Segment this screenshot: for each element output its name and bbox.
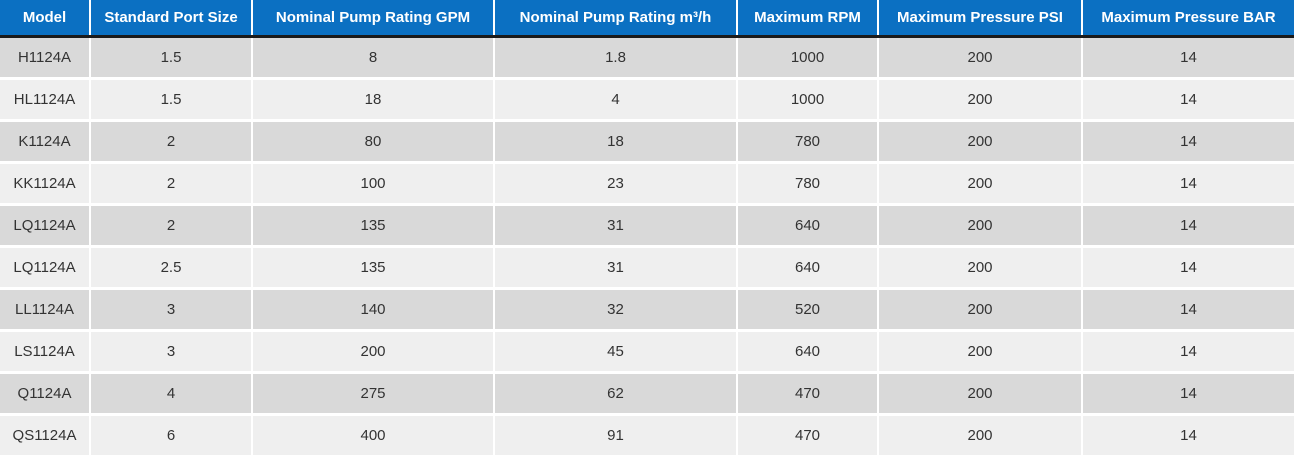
cell-standard-port-size: 3 — [90, 330, 253, 374]
cell-maximum-rpm: 780 — [737, 120, 879, 164]
cell-nominal-pump-rating-gpm: 400 — [252, 414, 495, 455]
column-header-maximum-rpm: Maximum RPM — [737, 0, 879, 38]
cell-maximum-pressure-psi: 200 — [878, 204, 1083, 248]
cell-nominal-pump-rating-m-h: 23 — [494, 162, 738, 206]
cell-model: Q1124A — [0, 372, 91, 416]
column-header-maximum-pressure-bar: Maximum Pressure BAR — [1082, 0, 1294, 38]
cell-maximum-rpm: 640 — [737, 246, 879, 290]
cell-maximum-pressure-psi: 200 — [878, 162, 1083, 206]
cell-maximum-pressure-bar: 14 — [1082, 372, 1294, 416]
cell-model: LS1124A — [0, 330, 91, 374]
cell-nominal-pump-rating-m-h: 1.8 — [494, 36, 738, 80]
cell-maximum-pressure-psi: 200 — [878, 330, 1083, 374]
cell-model: KK1124A — [0, 162, 91, 206]
table-row: KK1124A 2 100 23 780 200 14 — [0, 162, 1294, 206]
cell-nominal-pump-rating-m-h: 62 — [494, 372, 738, 416]
cell-nominal-pump-rating-gpm: 140 — [252, 288, 495, 332]
table-row: LS1124A 3 200 45 640 200 14 — [0, 330, 1294, 374]
cell-model: LL1124A — [0, 288, 91, 332]
cell-model: LQ1124A — [0, 246, 91, 290]
cell-maximum-rpm: 640 — [737, 204, 879, 248]
cell-standard-port-size: 2 — [90, 162, 253, 206]
cell-model: HL1124A — [0, 78, 91, 122]
cell-standard-port-size: 3 — [90, 288, 253, 332]
table-row: K1124A 2 80 18 780 200 14 — [0, 120, 1294, 164]
cell-maximum-pressure-bar: 14 — [1082, 246, 1294, 290]
cell-model: QS1124A — [0, 414, 91, 455]
cell-standard-port-size: 6 — [90, 414, 253, 455]
cell-nominal-pump-rating-gpm: 200 — [252, 330, 495, 374]
cell-maximum-pressure-psi: 200 — [878, 36, 1083, 80]
cell-nominal-pump-rating-m-h: 32 — [494, 288, 738, 332]
cell-maximum-rpm: 470 — [737, 414, 879, 455]
cell-model: H1124A — [0, 36, 91, 80]
cell-nominal-pump-rating-gpm: 18 — [252, 78, 495, 122]
cell-maximum-pressure-psi: 200 — [878, 78, 1083, 122]
table-row: LL1124A 3 140 32 520 200 14 — [0, 288, 1294, 332]
table-row: H1124A 1.5 8 1.8 1000 200 14 — [0, 36, 1294, 80]
cell-model: K1124A — [0, 120, 91, 164]
cell-nominal-pump-rating-gpm: 80 — [252, 120, 495, 164]
cell-nominal-pump-rating-gpm: 275 — [252, 372, 495, 416]
cell-nominal-pump-rating-m-h: 31 — [494, 246, 738, 290]
cell-maximum-pressure-bar: 14 — [1082, 162, 1294, 206]
cell-nominal-pump-rating-m-h: 4 — [494, 78, 738, 122]
cell-maximum-rpm: 780 — [737, 162, 879, 206]
cell-standard-port-size: 1.5 — [90, 78, 253, 122]
cell-nominal-pump-rating-m-h: 91 — [494, 414, 738, 455]
column-header-model: Model — [0, 0, 91, 38]
cell-maximum-pressure-bar: 14 — [1082, 120, 1294, 164]
cell-maximum-pressure-bar: 14 — [1082, 288, 1294, 332]
cell-maximum-rpm: 470 — [737, 372, 879, 416]
cell-maximum-pressure-bar: 14 — [1082, 204, 1294, 248]
cell-nominal-pump-rating-m-h: 18 — [494, 120, 738, 164]
table-row: LQ1124A 2.5 135 31 640 200 14 — [0, 246, 1294, 290]
column-header-nominal-pump-rating-m-h: Nominal Pump Rating m³/h — [494, 0, 738, 38]
cell-standard-port-size: 4 — [90, 372, 253, 416]
table-header: Model Standard Port Size Nominal Pump Rati… — [0, 0, 1294, 38]
table-body: H1124A 1.5 8 1.8 1000 200 14 HL1124A 1.5 18 4 1000 2… — [0, 36, 1294, 455]
cell-maximum-pressure-psi: 200 — [878, 414, 1083, 455]
cell-standard-port-size: 1.5 — [90, 36, 253, 80]
cell-standard-port-size: 2 — [90, 120, 253, 164]
cell-maximum-rpm: 1000 — [737, 78, 879, 122]
cell-nominal-pump-rating-gpm: 135 — [252, 204, 495, 248]
column-header-nominal-pump-rating-gpm: Nominal Pump Rating GPM — [252, 0, 495, 38]
cell-maximum-pressure-psi: 200 — [878, 120, 1083, 164]
cell-maximum-rpm: 520 — [737, 288, 879, 332]
cell-maximum-pressure-psi: 200 — [878, 288, 1083, 332]
header-row: Model Standard Port Size Nominal Pump Rati… — [0, 0, 1294, 38]
cell-nominal-pump-rating-gpm: 100 — [252, 162, 495, 206]
cell-maximum-pressure-bar: 14 — [1082, 78, 1294, 122]
cell-standard-port-size: 2.5 — [90, 246, 253, 290]
cell-maximum-pressure-psi: 200 — [878, 246, 1083, 290]
cell-maximum-pressure-psi: 200 — [878, 372, 1083, 416]
cell-maximum-rpm: 640 — [737, 330, 879, 374]
cell-nominal-pump-rating-m-h: 45 — [494, 330, 738, 374]
column-header-maximum-pressure-psi: Maximum Pressure PSI — [878, 0, 1083, 38]
cell-maximum-rpm: 1000 — [737, 36, 879, 80]
cell-nominal-pump-rating-gpm: 135 — [252, 246, 495, 290]
table-row: QS1124A 6 400 91 470 200 14 — [0, 414, 1294, 455]
column-header-standard-port-size: Standard Port Size — [90, 0, 253, 38]
cell-maximum-pressure-bar: 14 — [1082, 36, 1294, 80]
cell-maximum-pressure-bar: 14 — [1082, 330, 1294, 374]
cell-standard-port-size: 2 — [90, 204, 253, 248]
table-row: HL1124A 1.5 18 4 1000 200 14 — [0, 78, 1294, 122]
table-row: Q1124A 4 275 62 470 200 14 — [0, 372, 1294, 416]
cell-nominal-pump-rating-gpm: 8 — [252, 36, 495, 80]
cell-nominal-pump-rating-m-h: 31 — [494, 204, 738, 248]
cell-model: LQ1124A — [0, 204, 91, 248]
cell-maximum-pressure-bar: 14 — [1082, 414, 1294, 455]
table-row: LQ1124A 2 135 31 640 200 14 — [0, 204, 1294, 248]
